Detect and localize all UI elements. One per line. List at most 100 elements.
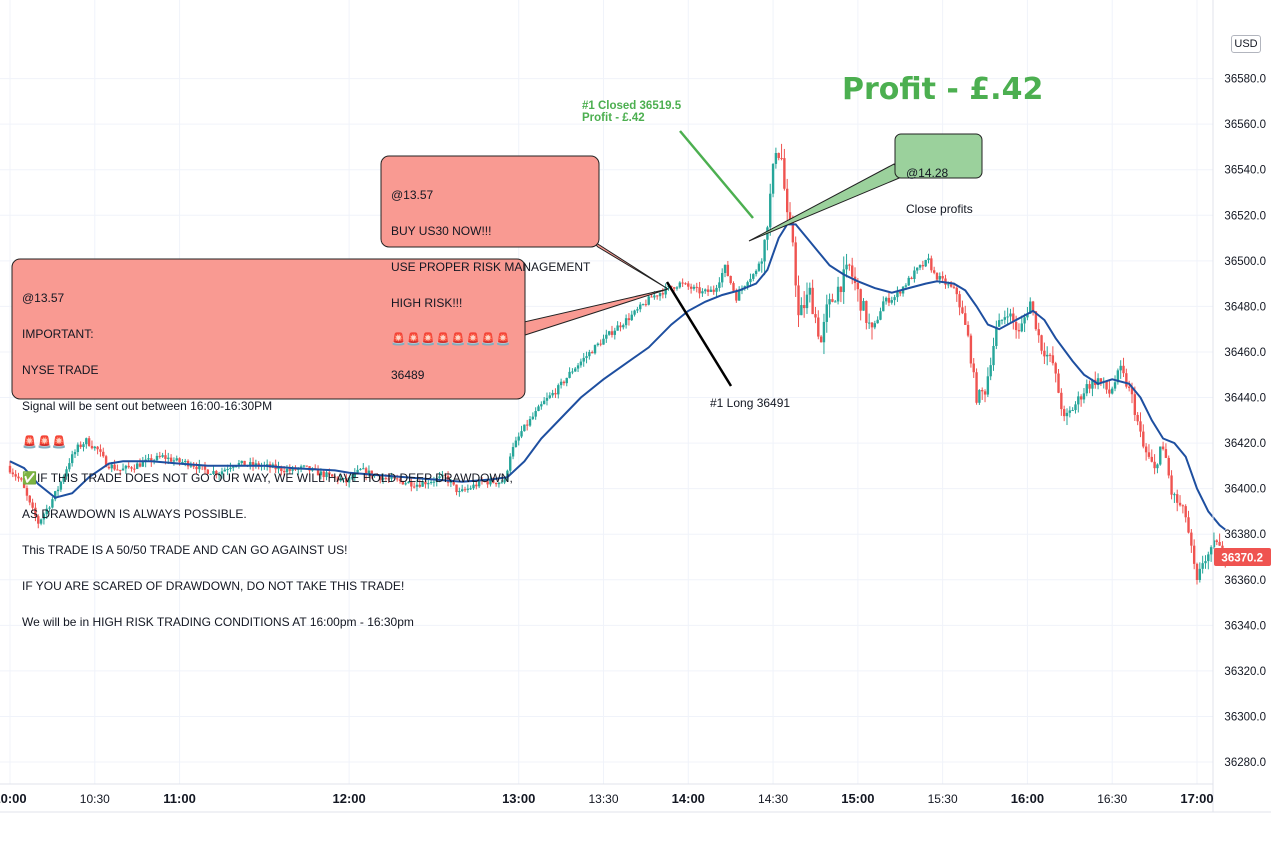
candle-body <box>251 462 255 466</box>
candle-body <box>1133 394 1137 415</box>
candle-body <box>14 474 17 477</box>
candle-body <box>381 477 385 480</box>
candle-body <box>226 469 229 471</box>
price-tick-label: 36320.0 <box>1224 666 1266 678</box>
candle-body <box>520 431 523 437</box>
candle-body <box>178 458 181 463</box>
candle-body <box>876 319 879 324</box>
candle-body <box>316 468 320 476</box>
candle-body <box>579 361 583 366</box>
candle-body <box>1161 446 1165 450</box>
alarm-emoji-row: 🚨🚨🚨🚨🚨🚨🚨🚨 <box>391 332 511 346</box>
candle-body <box>1085 384 1088 394</box>
callout-line: @13.57 <box>391 188 434 202</box>
candle-body <box>568 371 571 378</box>
candle-body <box>1178 502 1182 506</box>
candle-body <box>607 331 611 335</box>
candle-body <box>379 475 382 480</box>
candle-body <box>653 295 656 298</box>
callout-line: 36489 <box>391 368 425 382</box>
candle-body <box>68 463 71 470</box>
candle-body <box>884 297 888 302</box>
callout-line: This TRADE IS A 50/50 TRADE AND CAN GO A… <box>22 543 348 557</box>
candle-body <box>432 481 436 483</box>
price-tick-label: 36540.0 <box>1224 165 1266 177</box>
candle-body <box>995 326 998 346</box>
long-trade-label: #1 Long 36491 <box>710 396 790 410</box>
candle-body <box>460 489 464 492</box>
candle-body <box>240 460 243 464</box>
candle-body <box>424 481 427 485</box>
candle-body <box>217 474 221 476</box>
candle-body <box>299 466 303 469</box>
candle-body <box>1096 378 1100 386</box>
candle-body <box>848 264 851 266</box>
candle-body <box>1099 378 1103 382</box>
candle-body <box>104 456 108 467</box>
price-tick-label: 36380.0 <box>1224 529 1266 541</box>
candle-body <box>350 477 354 479</box>
candle-body <box>169 457 173 462</box>
candle-body <box>932 270 936 273</box>
candle-body <box>1009 313 1012 317</box>
candle-body <box>401 481 405 485</box>
candle-body <box>1190 532 1193 546</box>
candle-body <box>390 476 393 479</box>
candle-body <box>1071 410 1074 412</box>
price-axis[interactable]: 36280.0 36300.0 36320.0 36340.0 36360.0 36380… <box>1224 74 1266 769</box>
candle-body <box>695 286 698 288</box>
currency-badge[interactable]: USD <box>1231 35 1261 53</box>
candle-body <box>808 287 812 295</box>
candle-body <box>353 472 356 478</box>
candle-body <box>760 261 763 264</box>
candle-body <box>110 464 113 469</box>
candle-body <box>48 507 51 509</box>
candle-body <box>280 466 283 472</box>
candle-body <box>127 465 130 468</box>
candle-body <box>155 455 159 461</box>
candle-body <box>1054 363 1057 374</box>
candle-body <box>407 481 410 484</box>
candle-body <box>356 469 359 473</box>
candle-body <box>774 153 778 164</box>
candle-body <box>791 222 795 243</box>
candle-body <box>678 282 682 288</box>
price-tick-label: 36300.0 <box>1224 711 1266 723</box>
candlestick-series <box>8 143 1227 585</box>
callout-line: IMPORTANT: <box>22 327 94 341</box>
candle-body <box>893 297 896 301</box>
price-tick-label: 36360.0 <box>1224 575 1266 587</box>
price-tick-label: 36420.0 <box>1224 438 1266 450</box>
candle-body <box>347 477 351 483</box>
candle-body <box>630 314 633 321</box>
candle-body <box>706 289 710 292</box>
candle-body <box>325 472 328 478</box>
candle-body <box>989 365 992 377</box>
candle-body <box>116 469 119 471</box>
candle-body <box>655 295 659 297</box>
candle-body <box>938 276 942 280</box>
time-axis[interactable]: 10:00 10:30 11:00 12:00 13:00 13:30 14:00 14:30… <box>0 791 1214 806</box>
candle-body <box>701 291 704 294</box>
candle-body <box>395 478 399 480</box>
time-tick-label: 15:00 <box>841 791 874 806</box>
candle-body <box>1082 393 1086 400</box>
candle-body <box>867 322 871 324</box>
candle-body <box>794 242 797 286</box>
candle-body <box>528 419 532 426</box>
closed-trade-profit-label: Profit - £.42 <box>582 112 645 124</box>
candle-body <box>952 286 956 288</box>
candle-body <box>62 476 65 482</box>
candle-body <box>865 301 868 323</box>
candle-body <box>1003 317 1007 320</box>
candle-body <box>1209 547 1213 555</box>
candle-body <box>1020 323 1023 332</box>
candle-body <box>192 465 195 467</box>
time-tick-label: 13:30 <box>588 792 618 806</box>
candle-body <box>749 278 752 283</box>
candle-body <box>96 446 99 450</box>
candle-body <box>565 377 568 384</box>
candle-body <box>870 322 874 328</box>
candle-body <box>209 473 212 475</box>
